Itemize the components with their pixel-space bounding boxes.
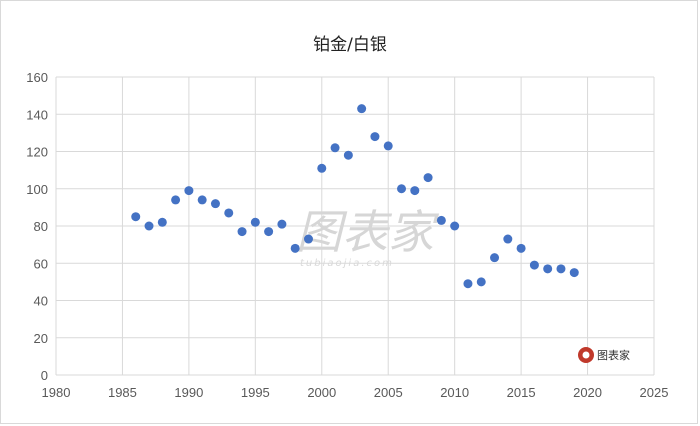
data-point [436, 215, 446, 225]
data-point [237, 227, 247, 237]
x-axis-ticks: 1980 1985 1990 1995 2000 2005 2010 2015 2020 2025 [42, 385, 669, 400]
data-point [543, 264, 553, 274]
y-tick-label: 20 [34, 331, 48, 346]
data-point [383, 141, 393, 151]
data-point [450, 221, 460, 231]
data-point [210, 199, 220, 209]
x-tick-label: 2000 [307, 385, 336, 400]
data-point [290, 243, 300, 253]
chart-title: 铂金/白银 [313, 35, 387, 55]
logo-text: 图表家 [597, 348, 630, 362]
watermark-text: 图表家 [296, 205, 440, 259]
data-point [397, 184, 407, 194]
data-point [357, 104, 367, 114]
logo-icon-inner [582, 351, 590, 359]
x-tick-label: 2010 [440, 385, 469, 400]
data-point [264, 227, 274, 237]
y-tick-label: 100 [26, 182, 48, 197]
logo: 图表家 [578, 347, 630, 363]
watermark-sub: tubiaojia.com [300, 258, 394, 269]
data-point [463, 279, 473, 289]
x-tick-label: 1980 [42, 385, 71, 400]
data-point [277, 219, 287, 229]
data-point [343, 150, 353, 160]
y-tick-label: 60 [34, 256, 48, 271]
y-axis-ticks: 0 20 40 60 80 100 120 140 160 [26, 70, 48, 383]
data-point [423, 173, 433, 183]
x-tick-label: 1990 [174, 385, 203, 400]
watermark: 图表家 tubiaojia.com [296, 205, 440, 269]
data-point [503, 234, 513, 244]
data-point [516, 243, 526, 253]
data-point [410, 186, 420, 196]
data-point [556, 264, 566, 274]
data-point [529, 260, 539, 270]
data-point [131, 212, 141, 222]
y-tick-label: 160 [26, 70, 48, 85]
data-point [171, 195, 181, 205]
data-point [197, 195, 207, 205]
data-point [250, 217, 260, 227]
x-tick-label: 2015 [507, 385, 536, 400]
x-tick-label: 2005 [374, 385, 403, 400]
data-point [184, 186, 194, 196]
x-tick-label: 2025 [640, 385, 669, 400]
y-tick-label: 0 [41, 368, 48, 383]
data-point [303, 234, 313, 244]
data-point [317, 163, 327, 173]
x-tick-label: 1985 [108, 385, 137, 400]
data-point [330, 143, 340, 153]
data-point [144, 221, 154, 231]
data-point [370, 132, 380, 142]
y-tick-label: 80 [34, 219, 48, 234]
grid-lines [55, 76, 655, 376]
y-tick-label: 40 [34, 294, 48, 309]
data-points [131, 104, 579, 289]
y-tick-label: 120 [26, 145, 48, 160]
data-point [476, 277, 486, 287]
data-point [569, 268, 579, 278]
data-point [157, 217, 167, 227]
data-point [490, 253, 500, 263]
y-tick-label: 140 [26, 107, 48, 122]
x-tick-label: 2020 [573, 385, 602, 400]
data-point [224, 208, 234, 218]
x-tick-label: 1995 [241, 385, 270, 400]
